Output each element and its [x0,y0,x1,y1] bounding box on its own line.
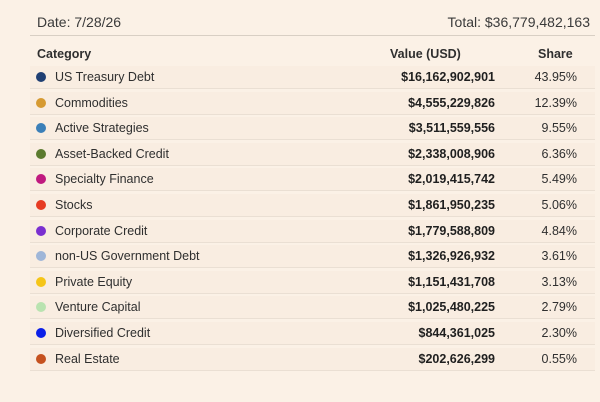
share-cell: 9.55% [541,121,577,136]
table-row: Private Equity $1,151,431,708 3.13% [30,270,595,294]
category-color-dot-icon [36,97,46,108]
category-color-dot-icon [36,199,46,210]
value-cell: $1,151,431,708 [408,274,495,289]
total-label: Total: $36,779,482,163 [447,14,590,30]
table-row: US Treasury Debt $16,162,902,901 43.95% [30,66,595,89]
table-row: non-US Government Debt $1,326,926,932 3.61… [30,245,595,269]
holdings-table-body: US Treasury Debt $16,162,902,901 43.95% Com… [30,66,595,373]
category-color-dot-icon [36,72,46,82]
category-color-dot-icon [36,302,46,313]
table-row: Commodities $4,555,229,826 12.39% [30,91,595,115]
table-header-row: Category Value (USD) Share [30,44,595,64]
share-cell: 6.36% [541,146,577,161]
value-cell: $202,626,299 [418,351,495,366]
column-header-share: Share [538,47,573,61]
table-row: Active Strategies $3,511,559,556 9.55% [30,117,595,141]
category-label: Venture Capital [55,300,141,315]
share-cell: 5.49% [541,172,577,187]
share-cell: 0.55% [541,351,577,366]
category-label: US Treasury Debt [55,70,155,84]
category-color-dot-icon [36,353,46,364]
category-color-dot-icon [36,276,46,287]
share-cell: 12.39% [534,95,577,110]
value-cell: $3,511,559,556 [408,121,495,136]
category-color-dot-icon [36,251,46,262]
category-label: Active Strategies [55,121,149,136]
share-cell: 43.95% [534,70,577,84]
value-cell: $1,779,588,809 [408,223,495,238]
value-cell: $16,162,902,901 [401,70,495,84]
category-color-dot-icon [36,225,46,236]
category-label: Corporate Credit [55,223,148,238]
share-cell: 4.84% [541,223,577,238]
category-label: non-US Government Debt [55,249,200,264]
category-label: Asset-Backed Credit [55,146,169,161]
share-cell: 3.61% [541,249,577,264]
value-cell: $4,555,229,826 [408,95,495,110]
table-row: Stocks $1,861,950,235 5.06% [30,193,595,217]
table-row: Venture Capital $1,025,480,225 2.79% [30,296,595,320]
category-color-dot-icon [36,174,46,185]
summary-header: Date: 7/28/26 Total: $36,779,482,163 [0,0,600,36]
column-header-value: Value (USD) [390,47,461,61]
table-row: Diversified Credit $844,361,025 2.30% [30,321,595,345]
value-cell: $2,338,008,906 [408,146,495,161]
value-cell: $1,326,926,932 [408,249,495,264]
category-label: Stocks [55,197,93,212]
header-divider [30,35,595,36]
category-label: Specialty Finance [55,172,154,187]
category-color-dot-icon [36,327,46,338]
table-row: Asset-Backed Credit $2,338,008,906 6.36% [30,142,595,166]
category-label: Private Equity [55,274,133,289]
value-cell: $1,025,480,225 [408,300,495,315]
table-row: Specialty Finance $2,019,415,742 5.49% [30,168,595,192]
table-row: Corporate Credit $1,779,588,809 4.84% [30,219,595,243]
table-row: Real Estate $202,626,299 0.55% [30,347,595,371]
category-color-dot-icon [36,123,46,134]
value-cell: $2,019,415,742 [408,172,495,187]
category-color-dot-icon [36,148,46,159]
share-cell: 5.06% [541,197,577,212]
share-cell: 3.13% [541,274,577,289]
date-label: Date: 7/28/26 [37,14,122,30]
value-cell: $844,361,025 [418,325,495,340]
category-label: Real Estate [55,351,120,366]
column-header-category: Category [37,47,92,61]
share-cell: 2.30% [541,325,577,340]
category-label: Commodities [55,95,128,110]
value-cell: $1,861,950,235 [408,197,495,212]
share-cell: 2.79% [541,300,577,315]
category-label: Diversified Credit [55,325,151,340]
